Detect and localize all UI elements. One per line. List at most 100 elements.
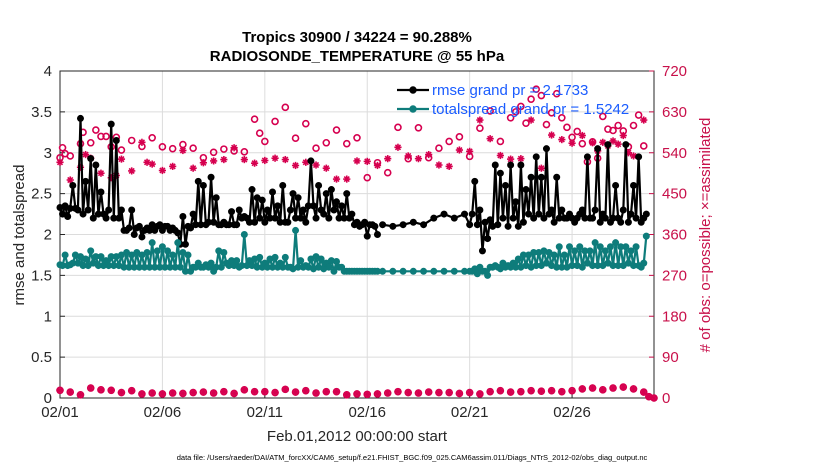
obs-possible-marker (220, 145, 228, 153)
series-point-1 (143, 248, 151, 256)
asterisk-stroke (507, 389, 514, 396)
chart-title-line2: RADIOSONDE_TEMPERATURE @ 55 hPa (210, 48, 505, 65)
asterisk-stroke (435, 161, 443, 169)
legend-marker (409, 86, 417, 94)
series-point-3 (627, 247, 635, 255)
asterisk-stroke (292, 162, 299, 169)
obs-assimilated-marker (312, 161, 320, 169)
asterisk-stroke (261, 157, 268, 164)
x-tick-label: 02/06 (144, 404, 182, 421)
obs-possible-marker (240, 148, 249, 156)
series-point-2 (532, 153, 540, 161)
obs-assimilated-bottom-marker (435, 388, 443, 397)
obs-assimilated-marker (220, 155, 228, 164)
series-point-2 (596, 218, 604, 226)
series-point-1 (164, 247, 172, 255)
series-point-0 (212, 194, 220, 202)
obs-possible-marker (255, 129, 264, 138)
asterisk-stroke (476, 116, 483, 124)
series-point-2 (530, 214, 538, 222)
obs-assimilated-marker (291, 161, 300, 170)
series-point-0 (338, 202, 346, 210)
asterisk-stroke (77, 391, 84, 398)
series-point-3 (555, 243, 563, 251)
series-point-2 (517, 161, 525, 169)
series-point-2 (535, 210, 543, 218)
series-point-2 (430, 214, 438, 222)
obs-assimilated-bottom-marker (486, 388, 494, 396)
asterisk-stroke (599, 386, 606, 393)
series-point-0 (92, 161, 100, 169)
asterisk-stroke (456, 390, 463, 397)
obs-assimilated-bottom-marker (210, 389, 218, 397)
obs-assimilated-bottom-marker (97, 386, 105, 394)
series-point-3 (642, 232, 650, 240)
y-axis-label-left: rmse and totalspread (11, 165, 28, 306)
legend-label: totalspread grand pr = 1.5242 (432, 101, 629, 118)
asterisk-stroke (630, 385, 637, 393)
obs-possible-marker (527, 95, 535, 103)
asterisk-stroke (271, 155, 279, 162)
series-point-0 (258, 196, 266, 204)
obs-possible-marker (435, 144, 443, 153)
asterisk-stroke (128, 167, 135, 175)
asterisk-stroke (56, 387, 64, 394)
asterisk-stroke (630, 152, 637, 160)
series-point-2 (589, 214, 597, 222)
obs-assimilated-bottom-marker (404, 388, 412, 397)
obs-assimilated-marker (394, 143, 402, 151)
series-point-0 (194, 177, 202, 185)
series-point-3 (601, 247, 609, 255)
asterisk-stroke (384, 389, 391, 397)
series-point-3 (560, 251, 568, 259)
series-point-1 (325, 263, 333, 271)
series-point-2 (399, 221, 407, 229)
y-tick-label-right: 90 (662, 349, 679, 366)
data-file-footnote: data file: /Users/raeder/DAI/ATM_forcXX/… (177, 453, 648, 462)
asterisk-stroke (159, 167, 166, 174)
series-point-1 (174, 239, 182, 247)
asterisk-stroke (169, 389, 176, 397)
asterisk-stroke (97, 170, 105, 177)
y-tick-label-right: 720 (662, 63, 687, 80)
asterisk-stroke (579, 132, 586, 139)
series-point-0 (130, 231, 138, 238)
asterisk-stroke (241, 386, 248, 393)
series-point-2 (379, 221, 387, 229)
obs-possible-marker (168, 144, 177, 153)
asterisk-stroke (169, 163, 176, 170)
obs-assimilated-bottom-marker (476, 390, 484, 398)
asterisk-stroke (640, 116, 647, 124)
obs-assimilated-marker (558, 135, 566, 144)
obs-possible-marker (537, 91, 546, 100)
x-axis-label: Feb.01,2012 00:00:00 start (267, 428, 448, 445)
series-point-0 (294, 194, 302, 202)
asterisk-stroke (528, 116, 535, 124)
series-point-2 (389, 222, 397, 230)
obs-assimilated-marker (578, 131, 586, 140)
obs-assimilated-marker (169, 162, 177, 170)
asterisk-stroke (497, 387, 504, 394)
obs-assimilated-marker (97, 169, 105, 177)
series-point-2 (468, 210, 476, 218)
obs-assimilated-bottom-marker (332, 388, 341, 396)
obs-assimilated-bottom-marker (619, 383, 627, 391)
obs-assimilated-bottom-marker (66, 388, 74, 396)
series-point-2 (486, 216, 494, 224)
obs-assimilated-bottom-marker (496, 387, 504, 395)
series-point-2 (525, 210, 533, 218)
series-point-1 (281, 253, 289, 261)
series-point-0 (64, 213, 72, 221)
obs-assimilated-bottom-marker (312, 389, 320, 397)
obs-assimilated-marker (373, 161, 382, 170)
series-point-2 (420, 221, 428, 229)
obs-assimilated-marker (384, 155, 392, 163)
obs-assimilated-marker (138, 138, 146, 146)
obs-assimilated-bottom-marker (199, 388, 207, 396)
asterisk-stroke (548, 131, 555, 139)
series-point-2 (476, 206, 484, 214)
series-point-1 (61, 251, 69, 259)
asterisk-stroke (210, 389, 217, 397)
series-point-2 (578, 206, 586, 214)
obs-assimilated-marker (588, 139, 597, 147)
